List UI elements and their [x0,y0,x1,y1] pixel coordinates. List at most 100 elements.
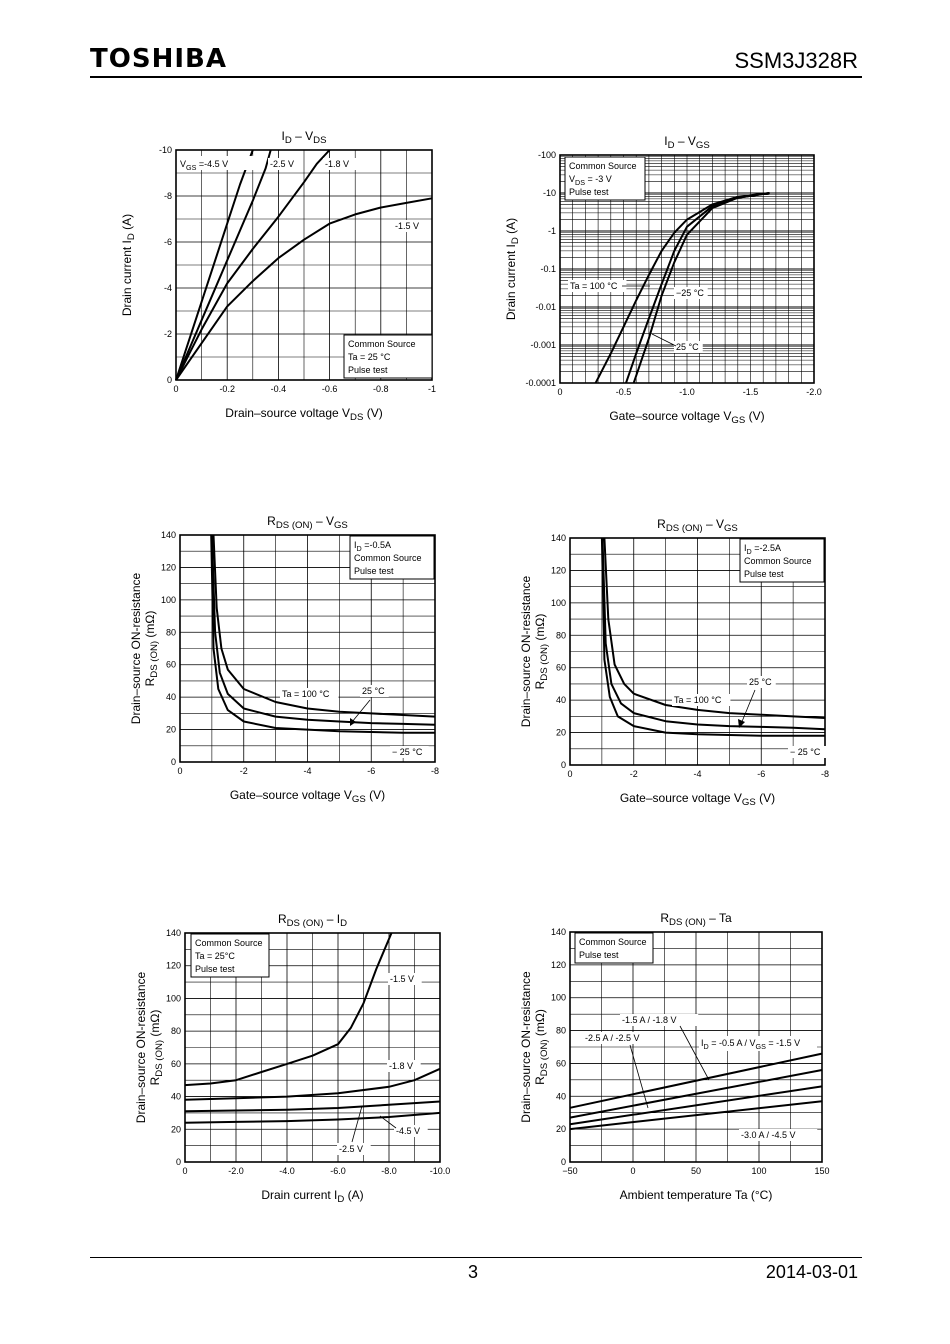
chart5-leader-line [379,1115,397,1129]
chart1-y-tick-label: -10 [159,145,172,155]
chart6-conditions-box [574,932,654,964]
chart3-y-axis-label: Drain–source ON-resistance [129,572,143,724]
chart6-x-tick-label: 0 [630,1166,635,1176]
chart6-y-tick-label: 140 [551,927,566,937]
chart1-series-label-1.8v: -1.8 V [325,159,349,169]
chart2-y-tick-label: -0.01 [535,302,556,312]
chart5-series-label-1.8v-bg [387,1060,421,1072]
chart6-y-axis-label: Drain–source ON-resistance [519,971,533,1123]
chart1-series-label-2.5v-bg [268,158,302,170]
chart4-y-tick-label: 20 [556,728,566,738]
chart5-frame [184,932,441,1163]
chart2-conditions-line: Common Source [569,161,637,171]
chart6-y-tick-label: 100 [551,993,566,1003]
chart2-y-tick-label: -0.0001 [525,378,556,388]
chart6-y-tick-label: 60 [556,1058,566,1068]
chart5-series-label-1.8v: -1.8 V [389,1061,413,1071]
chart3-series-label-25c: 25 °C [362,686,385,696]
chart6-x-tick-label: −50 [562,1166,577,1176]
chart2-y-axis-label: Drain current ID (A) [504,218,521,320]
chart4-conditions-line: Common Source [744,556,812,566]
chart3-conditions-line: Common Source [354,553,422,563]
chart1-series-label-1.5v-bg [393,220,427,232]
chart3-x-axis-label: Gate–source voltage VGS (V) [230,788,385,805]
chart3-y-tick-label: 0 [171,757,176,767]
chart2-y-tick-label: -100 [538,150,556,160]
chart5-series-label-4.5v-bg [394,1125,428,1137]
chart4-x-tick-label: -2 [630,769,638,779]
chart1-x-tick-label: -0.8 [373,384,389,394]
chart5-y-tick-label: 100 [166,993,181,1003]
chart4-series-line-3 [600,537,825,737]
chart5-y-axis-label: Drain–source ON-resistance [134,971,148,1123]
chart4-series-label-100c: Ta = 100 °C [674,695,722,705]
chart1-conditions-line: Common Source [348,339,416,349]
chart6-series-label-2.5a-bg [583,1032,662,1044]
page-number: 3 [468,1262,479,1282]
chart3-series-line-1 [212,534,436,718]
chart6-x-tick-label: 100 [751,1166,766,1176]
chart3-y-axis-label-2: RDS (ON) (mΩ) [143,611,160,687]
chart6-leader-line [629,1044,649,1109]
chart6-y-tick-label: 120 [551,960,566,970]
chart4-conditions-line: ID =-2.5A [744,543,781,556]
chart5-x-axis-label: Drain current ID (A) [261,1188,363,1205]
chart5-conditions-box [190,933,270,978]
chart6-series-label-3.0a-bg [739,1129,818,1141]
toshiba-logo: TOSHIBA [90,44,227,74]
chart1-y-tick-label: -6 [164,237,172,247]
chart5-y-axis-label-2: RDS (ON) (mΩ) [148,1010,165,1086]
chart4-series-label-25c-bg [747,676,776,688]
chart4-series-line-2 [601,537,826,731]
chart6-series-label-1.5a-bg [620,1014,699,1026]
chart4-conditions-box [739,538,825,583]
chart2-x-tick-label: -0.5 [616,387,632,397]
chart4-y-tick-label: 140 [551,533,566,543]
chart6-series-line-2 [569,1069,823,1119]
chart2-x-tick-label: 0 [557,387,562,397]
footer-rule [90,1257,862,1258]
chart5-y-tick-label: 40 [171,1092,181,1102]
chart6-x-tick-label: 150 [814,1166,829,1176]
chart5-series-line-3 [184,1100,441,1113]
chart1-y-tick-label: -8 [164,191,172,201]
chart4-y-tick-label: 40 [556,695,566,705]
chart5-y-tick-label: 120 [166,961,181,971]
chart1-series-label-4.5v: VGS =-4.5 V [180,159,228,172]
chart3-y-tick-label: 140 [161,530,176,540]
chart6-leader-line [679,1025,710,1081]
chart1-label-bg [179,156,261,170]
chart6-y-tick-label: 20 [556,1124,566,1134]
chart6-series-line-3 [569,1085,823,1126]
chart6-y-tick-label: 40 [556,1091,566,1101]
chart2-series-line-3 [632,192,770,384]
chart6-x-tick-label: 50 [691,1166,701,1176]
chart5-title: RDS (ON) – ID [278,912,347,929]
chart3-x-tick-label: 0 [177,766,182,776]
chart1-x-axis-label: Drain–source voltage VDS (V) [225,406,382,423]
chart3-x-tick-label: -4 [303,766,311,776]
chart6-conditions-line: Common Source [579,937,647,947]
chart6-series-label-3.0a: -3.0 A / -4.5 V [741,1130,796,1140]
chart5-y-tick-label: 0 [176,1157,181,1167]
chart3-y-tick-label: 100 [161,595,176,605]
chart2-conditions-line: VDS = -3 V [569,174,612,187]
chart2-conditions-line: Pulse test [569,187,609,197]
chart5-series-line-2 [184,1067,441,1101]
chart5-series-label-4.5v: -4.5 V [396,1126,420,1136]
chart6-title: RDS (ON) – Ta [660,911,732,928]
chart1-x-tick-label: -1 [428,384,436,394]
chart4-leader-line [740,689,756,725]
chart3-title: RDS (ON) – VGS [267,514,348,531]
chart1-conditions-line: Ta = 25 °C [348,352,391,362]
chart1-series-label-1.5v: -1.5 V [395,221,419,231]
chart3-series-label-25c-bg [360,685,389,697]
chart3-series-label-m25c: − 25 °C [392,747,423,757]
chart6-x-axis-label: Ambient temperature Ta (°C) [620,1188,773,1202]
chart1-y-tick-label: -2 [164,329,172,339]
chart5-series-label-1.5v-bg [388,973,422,985]
chart3-y-tick-label: 60 [166,660,176,670]
chart1-y-axis-label: Drain current ID (A) [120,214,137,316]
chart2-x-tick-label: -2.0 [806,387,822,397]
chart4-series-label-100c-bg [672,694,731,706]
